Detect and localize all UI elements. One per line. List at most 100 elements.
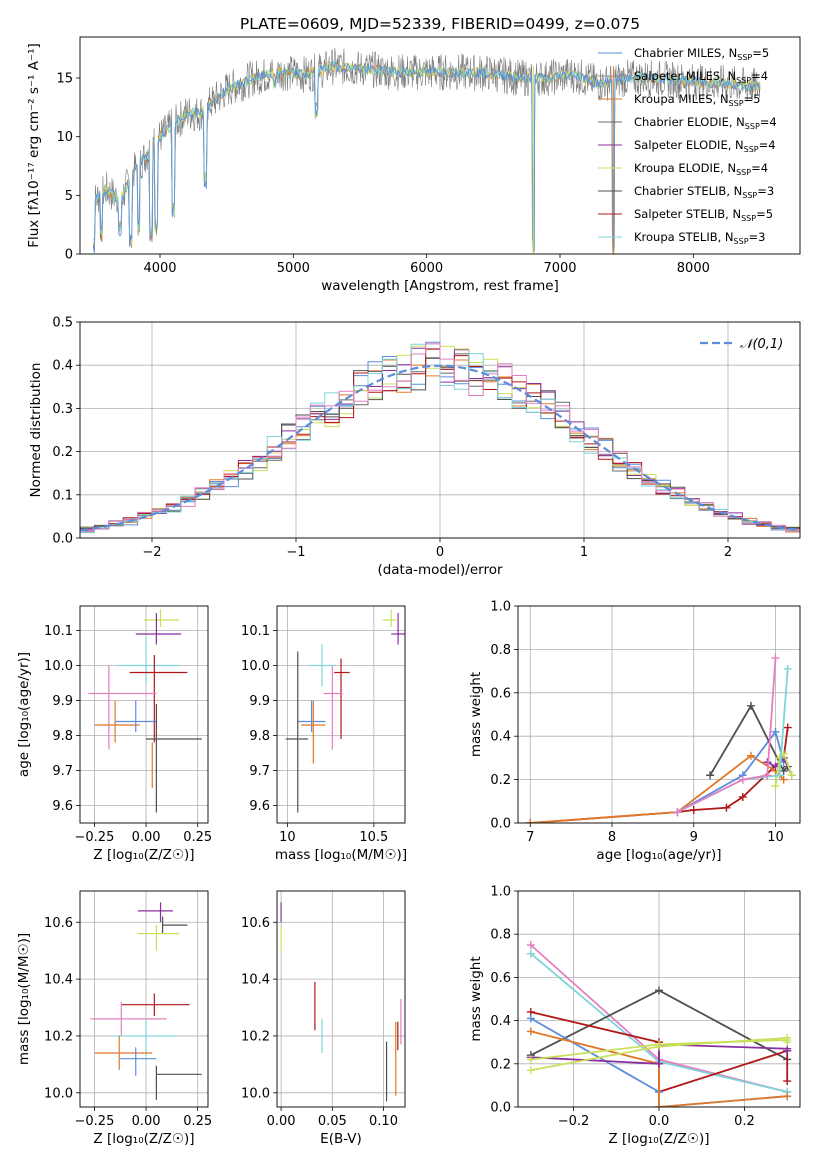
spectrum-xlabel: wavelength [Angstrom, rest frame]	[321, 278, 559, 294]
weight-point-marker	[655, 1040, 663, 1049]
weight-point-marker	[738, 792, 747, 801]
weight-vs-Z-ytick-label: 0.2	[490, 1057, 511, 1072]
weight-vs-Z-ytick-label: 1.0	[490, 885, 511, 900]
spectrum-frame	[79, 36, 801, 255]
weight-vs-age-plot-area	[526, 654, 796, 823]
age-vs-Z-ytick-label: 9.9	[52, 694, 73, 709]
weight-series-line	[709, 703, 789, 776]
weight-vs-Z-ytick-label: 0.8	[490, 928, 511, 943]
mass-vs-Z-xtick-label: −0.25	[75, 1114, 115, 1129]
weight-series-line	[676, 658, 777, 813]
residuals-ytick-label: 0.5	[52, 316, 73, 331]
weight-point-marker	[779, 766, 788, 775]
legend-entry: 𝒩(0,1)	[740, 337, 783, 352]
weight-point-marker	[526, 1027, 535, 1036]
mass-vs-Z-plot-area	[90, 902, 202, 1100]
weight-point-marker	[783, 1077, 792, 1086]
age-vs-Z-ytick-label: 9.8	[52, 729, 73, 744]
weight-point-marker	[526, 1014, 535, 1023]
mass-vs-EBV-xtick-label: 0.00	[267, 1114, 296, 1129]
spectrum-ylabel: Flux [fλ10⁻¹⁷ erg cm⁻² s⁻¹ A⁻¹]	[26, 43, 42, 248]
spectrum-xtick-label: 5000	[277, 261, 310, 276]
spectrum-ytick-label: 0	[65, 248, 73, 263]
mass-vs-Z-ytick-label: 10.6	[44, 916, 73, 931]
weight-vs-age-ytick-label: 0.2	[490, 773, 511, 788]
legend-entry: Kroupa STELIB, NSSP=3	[634, 230, 765, 246]
residuals-ytick-label: 0.0	[52, 532, 73, 547]
weight-vs-Z-plot-area	[526, 941, 792, 1107]
residuals-ytick-label: 0.4	[52, 359, 73, 374]
weight-series-line	[530, 1030, 788, 1107]
residuals-xlabel: (data-model)/error	[377, 562, 503, 578]
age-vs-mass-xtick-label: 10.5	[359, 830, 388, 845]
weight-vs-Z-xtick-label: −0.2	[558, 1114, 590, 1129]
spectrum-xtick-label: 8000	[677, 261, 710, 276]
residuals-xtick-label: 0	[436, 545, 444, 560]
weight-vs-age-xtick-label: 10	[767, 830, 784, 845]
age-vs-mass-plot-area	[285, 609, 405, 813]
weight-point-marker	[787, 771, 796, 780]
mass-vs-EBV-xtick-label: 0.05	[318, 1114, 347, 1129]
legend-entry: Kroupa MILES, NSSP=5	[634, 92, 760, 108]
mass-vs-Z-xtick-label: 0.25	[183, 1114, 212, 1129]
weight-point-marker	[655, 1059, 663, 1068]
mass-vs-Z-xlabel: Z [log₁₀(Z/Z☉)]	[93, 1131, 194, 1147]
weight-series-line	[530, 727, 789, 823]
residuals-frame	[79, 321, 801, 539]
spectrum-ytick-label: 15	[56, 72, 73, 87]
residuals-ytick-label: 0.2	[52, 445, 73, 460]
age-vs-mass-ytick-label: 10.1	[241, 624, 270, 639]
age-vs-Z-ytick-label: 9.7	[52, 764, 73, 779]
weight-vs-age-panel: 7 8 9 10 0.0 0.2 0.4 0.6 0.8 1.0 age [log₁₀(age/yr…	[468, 600, 801, 863]
weight-vs-age-xtick-label: 9	[690, 830, 698, 845]
age-vs-Z-xtick-label: 0.00	[132, 830, 161, 845]
mass-vs-EBV-ytick-label: 10.6	[241, 916, 270, 931]
weight-point-marker	[689, 805, 698, 814]
mass-vs-EBV-xlabel: E(B-V)	[320, 1131, 362, 1147]
residuals-plot-area	[80, 341, 800, 534]
spectrum-ytick-label: 10	[56, 130, 73, 145]
age-vs-Z-panel: −0.25 0.00 0.25 9.6 9.7 9.8 9.9 10.0 10.1 Z [log₁…	[16, 605, 212, 863]
age-vs-Z-ytick-label: 9.6	[52, 799, 73, 814]
weight-point-marker	[722, 803, 731, 812]
mass-vs-Z-ytick-label: 10.0	[44, 1086, 73, 1101]
weight-vs-age-frame	[517, 605, 801, 824]
weight-point-marker	[775, 753, 784, 762]
age-vs-mass-ytick-label: 10.0	[241, 659, 270, 674]
spectrum-ytick-label: 5	[65, 189, 73, 204]
weight-vs-age-ytick-label: 1.0	[490, 600, 511, 615]
mass-vs-EBV-ytick-label: 10.2	[241, 1029, 270, 1044]
residuals-xtick-label: −1	[286, 545, 305, 560]
weight-vs-Z-panel: −0.2 0.0 0.2 0.0 0.2 0.4 0.6 0.8 1.0 Z [log₁₀(Z/Z…	[468, 885, 801, 1147]
weight-point-marker	[706, 771, 715, 780]
weight-vs-age-xlabel: age [log₁₀(age/yr)]	[596, 847, 721, 863]
weight-series-line	[676, 729, 785, 813]
age-vs-Z-xtick-label: 0.25	[183, 830, 212, 845]
weight-point-marker	[526, 949, 535, 958]
spectrum-xtick-label: 6000	[410, 261, 443, 276]
weight-point-marker	[526, 1066, 535, 1075]
age-vs-mass-panel: 10 10.5 9.6 9.7 9.8 9.9 10.0 10.1 mass [log₁₀(M/…	[241, 605, 407, 863]
normal-curve	[80, 364, 800, 532]
weight-point-marker	[783, 1092, 792, 1101]
residuals-xtick-label: 2	[724, 545, 732, 560]
age-vs-Z-ytick-label: 10.1	[44, 624, 73, 639]
age-vs-Z-xlabel: Z [log₁₀(Z/Z☉)]	[93, 847, 194, 863]
weight-point-marker	[655, 1103, 663, 1107]
spectrum-legend: Chabrier MILES, NSSP=5 Salpeter MILES, NS…	[598, 46, 777, 246]
figure-title: PLATE=0609, MJD=52339, FIBERID=0499, z=0…	[240, 15, 640, 33]
mass-vs-EBV-panel: 0.00 0.05 0.10 10.0 10.2 10.4 10.6 E(B-V)	[241, 890, 406, 1147]
mass-vs-EBV-ytick-label: 10.4	[241, 973, 270, 988]
weight-vs-age-xtick-label: 7	[526, 830, 534, 845]
weight-vs-Z-frame	[517, 890, 801, 1108]
age-vs-Z-frame	[79, 605, 209, 824]
spectrum-panel: 4000 5000 6000 7000 8000 0 5 10 15 wavelength [An…	[26, 36, 801, 294]
weight-vs-Z-xtick-label: 0.0	[649, 1114, 670, 1129]
age-vs-mass-xtick-label: 10	[279, 830, 296, 845]
weight-point-marker	[779, 775, 788, 784]
weight-point-marker	[771, 727, 780, 736]
weight-point-marker	[526, 1055, 535, 1064]
mass-vs-Z-frame	[79, 890, 209, 1108]
weight-point-marker	[655, 986, 663, 995]
mass-vs-Z-ylabel: mass [log₁₀(M/M☉)]	[16, 933, 32, 1065]
